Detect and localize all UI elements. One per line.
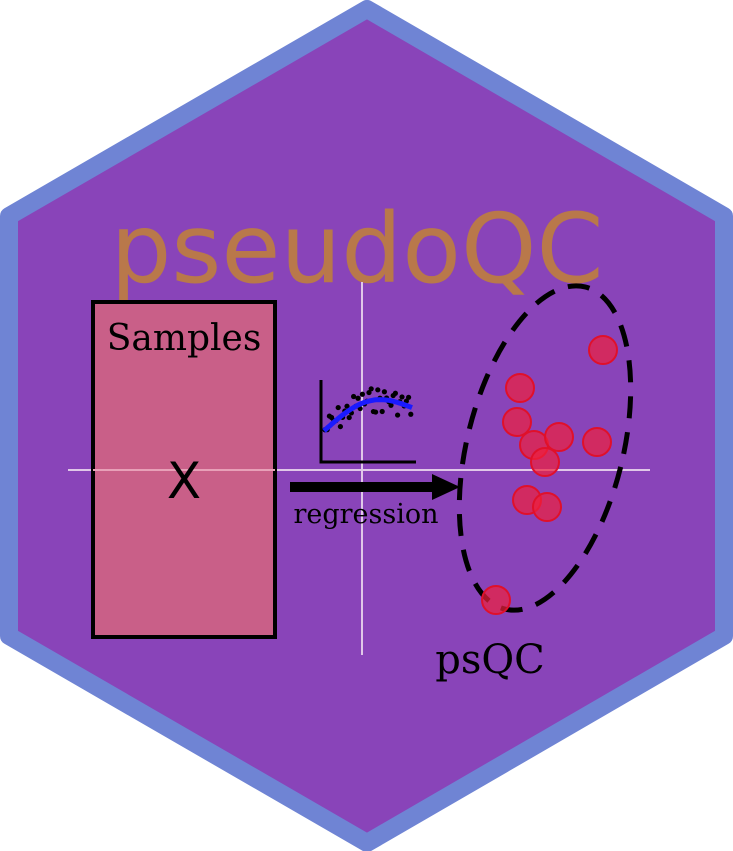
mini-plot-dot xyxy=(355,395,361,401)
psqc-point xyxy=(588,335,618,365)
arrow-right-icon xyxy=(290,474,460,500)
x-symbol: X xyxy=(167,452,201,510)
mini-plot-dot xyxy=(344,403,350,409)
psqc-point xyxy=(544,422,574,452)
mini-plot-dot xyxy=(335,404,341,411)
mini-plot-dot xyxy=(379,408,385,415)
mini-plot-dot xyxy=(359,391,365,397)
psqc-point xyxy=(505,373,535,403)
mini-plot-dot xyxy=(381,389,387,395)
regression-curve xyxy=(322,397,413,433)
psqc-point xyxy=(530,447,560,477)
mini-plot-dot xyxy=(392,390,398,396)
mini-plot-dot xyxy=(395,412,401,418)
mini-plot-dot xyxy=(388,402,394,408)
psqc-point xyxy=(582,427,612,457)
mini-plot-dot xyxy=(368,386,374,392)
logo-title: pseudoQC xyxy=(110,193,603,305)
mini-plot-dot xyxy=(406,394,412,400)
psqc-points xyxy=(481,335,618,615)
mini-plot-dot xyxy=(351,393,357,400)
samples-label: Samples xyxy=(107,318,262,359)
psqc-label: psQC xyxy=(435,637,545,683)
psqc-point xyxy=(481,585,511,615)
mini-plot-dot xyxy=(366,389,372,396)
scatter-plot-icon xyxy=(319,380,416,464)
mini-plot-dot xyxy=(373,409,379,415)
regression-label: regression xyxy=(293,499,438,530)
mini-plot-dot xyxy=(346,414,352,421)
psqc-point xyxy=(502,407,532,437)
mini-plot-dot xyxy=(375,387,381,393)
mini-plot-dot xyxy=(337,423,343,430)
mini-plot-dot xyxy=(408,411,414,417)
mini-plot-dot xyxy=(399,394,405,400)
psqc-point xyxy=(532,492,562,522)
